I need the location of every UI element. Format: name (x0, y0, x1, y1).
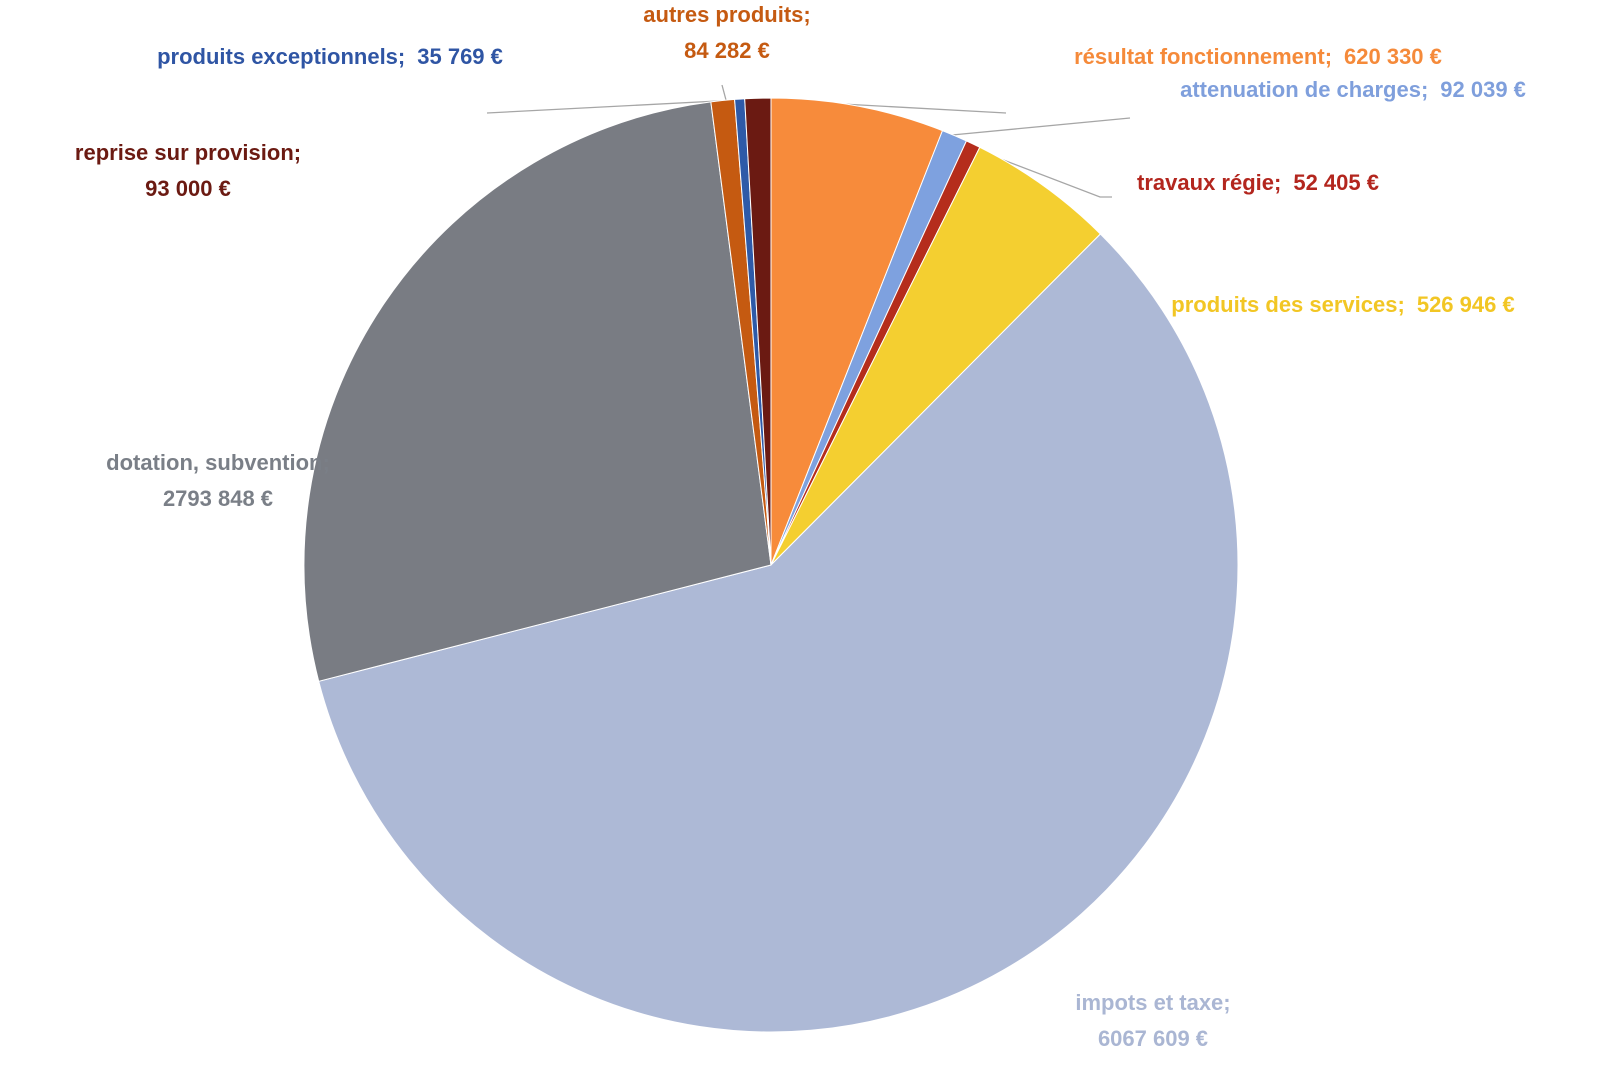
label-name: résultat fonctionnement (1074, 44, 1325, 69)
label-separator: ; (1398, 292, 1405, 317)
label-separator: ; (1223, 990, 1230, 1015)
data-label: résultat fonctionnement; 620 330 € (1074, 44, 1442, 69)
pie-slice (318, 233, 1239, 1033)
label-name: attenuation de charges (1180, 77, 1421, 102)
label-separator: ; (323, 450, 330, 475)
label-value: 84 282 € (684, 38, 770, 63)
leader-line (951, 117, 1131, 136)
leader-line (486, 99, 738, 114)
label-value: 52 405 € (1293, 170, 1379, 195)
label-value: 35 769 € (417, 44, 503, 69)
pie-slice (770, 146, 1102, 566)
label-separator: ; (1421, 77, 1428, 102)
label-separator: ; (803, 2, 810, 27)
label-name: reprise sur provision (75, 140, 294, 165)
data-label: produits exceptionnels; 35 769 € (157, 44, 503, 69)
label-separator: ; (1274, 170, 1281, 195)
data-labels: dotation, subvention; 2793 848 € résultat … (75, 2, 1526, 1051)
data-label: travaux régie; 52 405 € (1137, 170, 1379, 195)
data-label: attenuation de charges; 92 039 € (1180, 77, 1526, 102)
leader-line (971, 147, 1112, 198)
data-label: reprise sur provision; 93 000 € (75, 140, 301, 201)
label-name: travaux régie (1137, 170, 1274, 195)
label-value: 6067 609 € (1098, 1026, 1208, 1051)
pie-slice (303, 101, 772, 682)
label-separator: ; (398, 44, 405, 69)
label-value: 620 330 € (1344, 44, 1442, 69)
label-value: 526 946 € (1417, 292, 1515, 317)
data-label: produits des services; 526 946 € (1171, 292, 1514, 317)
pie-slice (770, 97, 944, 566)
data-label: autres produits; 84 282 € (643, 2, 810, 63)
data-label: impots et taxe; 6067 609 € (1075, 990, 1230, 1051)
label-value: 93 000 € (145, 176, 231, 201)
label-value: 2793 848 € (163, 486, 273, 511)
label-separator: ; (294, 140, 301, 165)
pie-slice (744, 97, 772, 566)
label-value: 92 039 € (1440, 77, 1526, 102)
leader-line (721, 84, 727, 101)
label-separator: ; (1325, 44, 1332, 69)
label-name: produits exceptionnels (157, 44, 398, 69)
label-name: dotation, subvention (106, 450, 322, 475)
data-label: dotation, subvention; 2793 848 € (106, 450, 330, 511)
pie (303, 97, 1239, 1033)
label-name: impots et taxe (1075, 990, 1223, 1015)
label-name: autres produits (643, 2, 803, 27)
label-name: produits des services (1171, 292, 1397, 317)
